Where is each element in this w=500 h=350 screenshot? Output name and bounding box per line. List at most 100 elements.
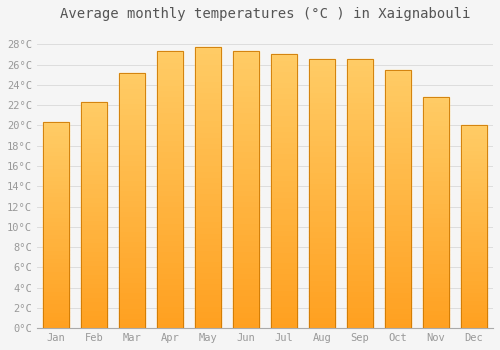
Bar bbox=[194, 92, 221, 98]
Bar bbox=[232, 245, 259, 251]
Bar bbox=[270, 87, 297, 93]
Bar bbox=[460, 296, 487, 300]
Bar bbox=[156, 184, 183, 190]
Bar bbox=[42, 180, 69, 184]
Bar bbox=[460, 239, 487, 243]
Bar bbox=[156, 140, 183, 146]
Bar bbox=[270, 186, 297, 191]
Bar bbox=[232, 68, 259, 74]
Bar bbox=[80, 170, 107, 174]
Bar bbox=[232, 151, 259, 156]
Bar bbox=[80, 147, 107, 152]
Bar bbox=[270, 136, 297, 142]
Bar bbox=[232, 289, 259, 295]
Bar bbox=[270, 285, 297, 290]
Bar bbox=[80, 102, 107, 107]
Bar bbox=[384, 194, 411, 199]
Bar bbox=[308, 86, 336, 92]
Bar bbox=[308, 296, 336, 301]
Bar bbox=[270, 191, 297, 197]
Bar bbox=[346, 146, 374, 151]
Bar bbox=[118, 318, 145, 323]
Bar bbox=[118, 73, 145, 328]
Bar bbox=[308, 290, 336, 296]
Bar bbox=[80, 224, 107, 229]
Bar bbox=[80, 279, 107, 283]
Bar bbox=[270, 104, 297, 109]
Bar bbox=[346, 60, 374, 328]
Bar bbox=[194, 176, 221, 182]
Bar bbox=[232, 301, 259, 306]
Bar bbox=[42, 283, 69, 287]
Bar bbox=[194, 70, 221, 75]
Bar bbox=[308, 124, 336, 130]
Bar bbox=[194, 104, 221, 109]
Bar bbox=[232, 173, 259, 179]
Bar bbox=[80, 211, 107, 215]
Bar bbox=[194, 306, 221, 312]
Bar bbox=[194, 199, 221, 205]
Bar bbox=[194, 294, 221, 300]
Bar bbox=[460, 316, 487, 320]
Bar bbox=[422, 194, 450, 199]
Bar bbox=[42, 324, 69, 328]
Bar bbox=[422, 291, 450, 296]
Bar bbox=[118, 83, 145, 88]
Bar bbox=[194, 143, 221, 148]
Bar bbox=[156, 57, 183, 62]
Bar bbox=[118, 180, 145, 185]
Bar bbox=[308, 307, 336, 312]
Bar bbox=[422, 203, 450, 208]
Bar bbox=[422, 217, 450, 222]
Bar bbox=[194, 278, 221, 283]
Bar bbox=[232, 123, 259, 129]
Bar bbox=[118, 164, 145, 170]
Bar bbox=[308, 81, 336, 86]
Bar bbox=[422, 139, 450, 143]
Bar bbox=[232, 323, 259, 328]
Bar bbox=[422, 148, 450, 153]
Bar bbox=[346, 103, 374, 108]
Bar bbox=[118, 257, 145, 262]
Bar bbox=[156, 323, 183, 328]
Bar bbox=[156, 74, 183, 79]
Bar bbox=[118, 119, 145, 124]
Bar bbox=[156, 151, 183, 156]
Bar bbox=[156, 101, 183, 107]
Bar bbox=[384, 163, 411, 168]
Bar bbox=[308, 231, 336, 237]
Bar bbox=[194, 222, 221, 227]
Bar bbox=[460, 194, 487, 198]
Bar bbox=[232, 190, 259, 195]
Bar bbox=[270, 273, 297, 279]
Bar bbox=[384, 297, 411, 302]
Bar bbox=[384, 106, 411, 111]
Bar bbox=[194, 58, 221, 64]
Bar bbox=[156, 68, 183, 74]
Bar bbox=[118, 303, 145, 308]
Bar bbox=[156, 234, 183, 240]
Bar bbox=[118, 103, 145, 108]
Bar bbox=[194, 323, 221, 328]
Bar bbox=[80, 301, 107, 306]
Bar bbox=[384, 323, 411, 328]
Bar bbox=[384, 204, 411, 209]
Bar bbox=[460, 142, 487, 146]
Bar bbox=[346, 92, 374, 97]
Bar bbox=[460, 166, 487, 170]
Bar bbox=[384, 209, 411, 215]
Bar bbox=[80, 197, 107, 202]
Bar bbox=[80, 283, 107, 287]
Bar bbox=[460, 243, 487, 247]
Bar bbox=[232, 118, 259, 123]
Bar bbox=[156, 162, 183, 168]
Bar bbox=[194, 205, 221, 210]
Bar bbox=[460, 130, 487, 133]
Bar bbox=[42, 258, 69, 262]
Bar bbox=[194, 132, 221, 137]
Bar bbox=[270, 290, 297, 295]
Bar bbox=[384, 189, 411, 194]
Bar bbox=[118, 134, 145, 139]
Bar bbox=[156, 256, 183, 262]
Bar bbox=[80, 270, 107, 274]
